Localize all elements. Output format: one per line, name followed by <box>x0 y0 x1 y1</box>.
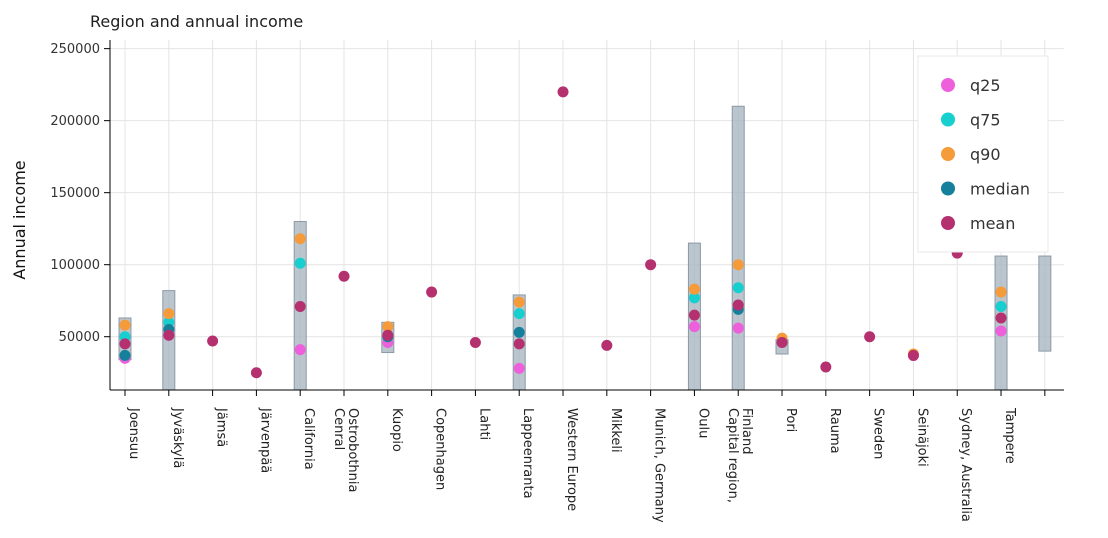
data-point-mean <box>513 338 525 350</box>
data-point-q75 <box>513 308 525 320</box>
data-point-median <box>513 326 525 338</box>
data-point-q25 <box>732 322 744 334</box>
data-point-mean <box>732 299 744 311</box>
legend-label-q90: q90 <box>970 145 1001 164</box>
data-point-mean <box>907 349 919 361</box>
x-tick-label: Jyväskylä <box>170 407 185 468</box>
data-point-q75 <box>995 300 1007 312</box>
range-bar <box>731 105 745 391</box>
data-point-mean <box>469 336 481 348</box>
legend: q25 q75 q90 median mean <box>917 55 1049 253</box>
data-point-q90 <box>382 321 394 333</box>
data-point-mean <box>207 335 219 347</box>
data-point-q90 <box>294 233 306 245</box>
data-point-mean <box>338 270 350 282</box>
x-tick-label: Rauma <box>827 408 842 454</box>
chart-title: Region and annual income <box>90 12 303 31</box>
legend-label-median: median <box>970 180 1030 199</box>
y-tick-label: 150000 <box>50 186 100 201</box>
legend-marker-median <box>941 181 955 196</box>
data-points-layer <box>119 86 1007 379</box>
legend-label-q75: q75 <box>970 111 1001 130</box>
x-tick-label: Capital region, <box>725 408 740 503</box>
data-point-q90 <box>995 286 1007 298</box>
x-tick-label: California <box>301 408 316 470</box>
legend-marker-q90 <box>941 147 955 161</box>
x-tick-label: Pori <box>783 408 798 432</box>
y-tick-label: 250000 <box>50 42 100 57</box>
range-bars-layer <box>118 105 1052 391</box>
data-point-q75 <box>294 257 306 269</box>
x-tick-label: Tampere <box>1002 407 1017 464</box>
data-point-mean <box>645 259 657 271</box>
x-tick-label: Seinäjoki <box>914 408 929 467</box>
data-point-median <box>119 349 131 361</box>
x-tick-label: Sydney, Australia <box>958 408 973 522</box>
data-point-mean <box>776 336 788 348</box>
legend-label-q25: q25 <box>970 76 1001 95</box>
data-point-q25 <box>294 344 306 356</box>
y-axis-label: Annual income <box>10 160 29 279</box>
x-tick-label: Western Europe <box>564 408 579 511</box>
data-point-mean <box>382 329 394 341</box>
y-tick-label: 50000 <box>59 330 100 345</box>
x-tick-label: Oulu <box>695 408 710 438</box>
x-tick-label: Cenral <box>331 408 346 450</box>
legend-label-mean: mean <box>970 214 1015 233</box>
data-point-mean <box>119 338 131 350</box>
data-point-q90 <box>119 319 131 331</box>
data-point-q90 <box>732 259 744 271</box>
data-point-mean <box>995 312 1007 324</box>
axes-layer: 50000 100000 150000 200000 250000 Joensuu Jyvä… <box>50 40 1064 523</box>
y-tick-label: 100000 <box>50 258 100 273</box>
data-point-mean <box>820 361 832 373</box>
data-point-mean <box>864 331 876 343</box>
data-point-q90 <box>688 283 700 295</box>
x-tick-label: Copenhagen <box>433 408 448 490</box>
data-point-mean <box>601 339 613 351</box>
x-tick-label: Lahti <box>476 408 491 440</box>
legend-box <box>917 55 1049 253</box>
x-tick-label: Munich, Germany <box>652 408 667 523</box>
x-tick-label: Finland <box>739 408 754 454</box>
y-tick-label: 200000 <box>50 114 100 129</box>
data-point-mean <box>688 309 700 321</box>
range-bar <box>1038 255 1052 352</box>
legend-marker-mean <box>941 216 955 230</box>
data-point-q75 <box>688 292 700 304</box>
legend-marker-q25 <box>941 78 955 92</box>
data-point-mean <box>163 329 175 341</box>
legend-marker-q75 <box>941 112 955 127</box>
x-tick-label: Kuopio <box>389 408 404 452</box>
x-tick-label: Mikkeli <box>608 408 623 453</box>
data-point-mean <box>557 86 569 98</box>
data-point-mean <box>294 300 306 312</box>
data-point-mean <box>426 286 438 298</box>
data-point-mean <box>250 367 262 379</box>
x-tick-label: Ostrobothnia <box>345 408 360 492</box>
data-point-q25 <box>688 321 700 333</box>
x-tick-label: Järvenpää <box>257 407 272 473</box>
x-tick-label: Sweden <box>871 408 886 459</box>
x-tick-label: Lappeenranta <box>520 408 535 499</box>
data-point-q25 <box>513 362 525 374</box>
x-tick-label: Jämsä <box>214 407 229 447</box>
x-tick-label: Joensuu <box>126 407 141 459</box>
data-point-q75 <box>732 282 744 294</box>
data-point-q90 <box>513 296 525 308</box>
data-point-q90 <box>163 308 175 320</box>
data-point-q25 <box>995 325 1007 337</box>
